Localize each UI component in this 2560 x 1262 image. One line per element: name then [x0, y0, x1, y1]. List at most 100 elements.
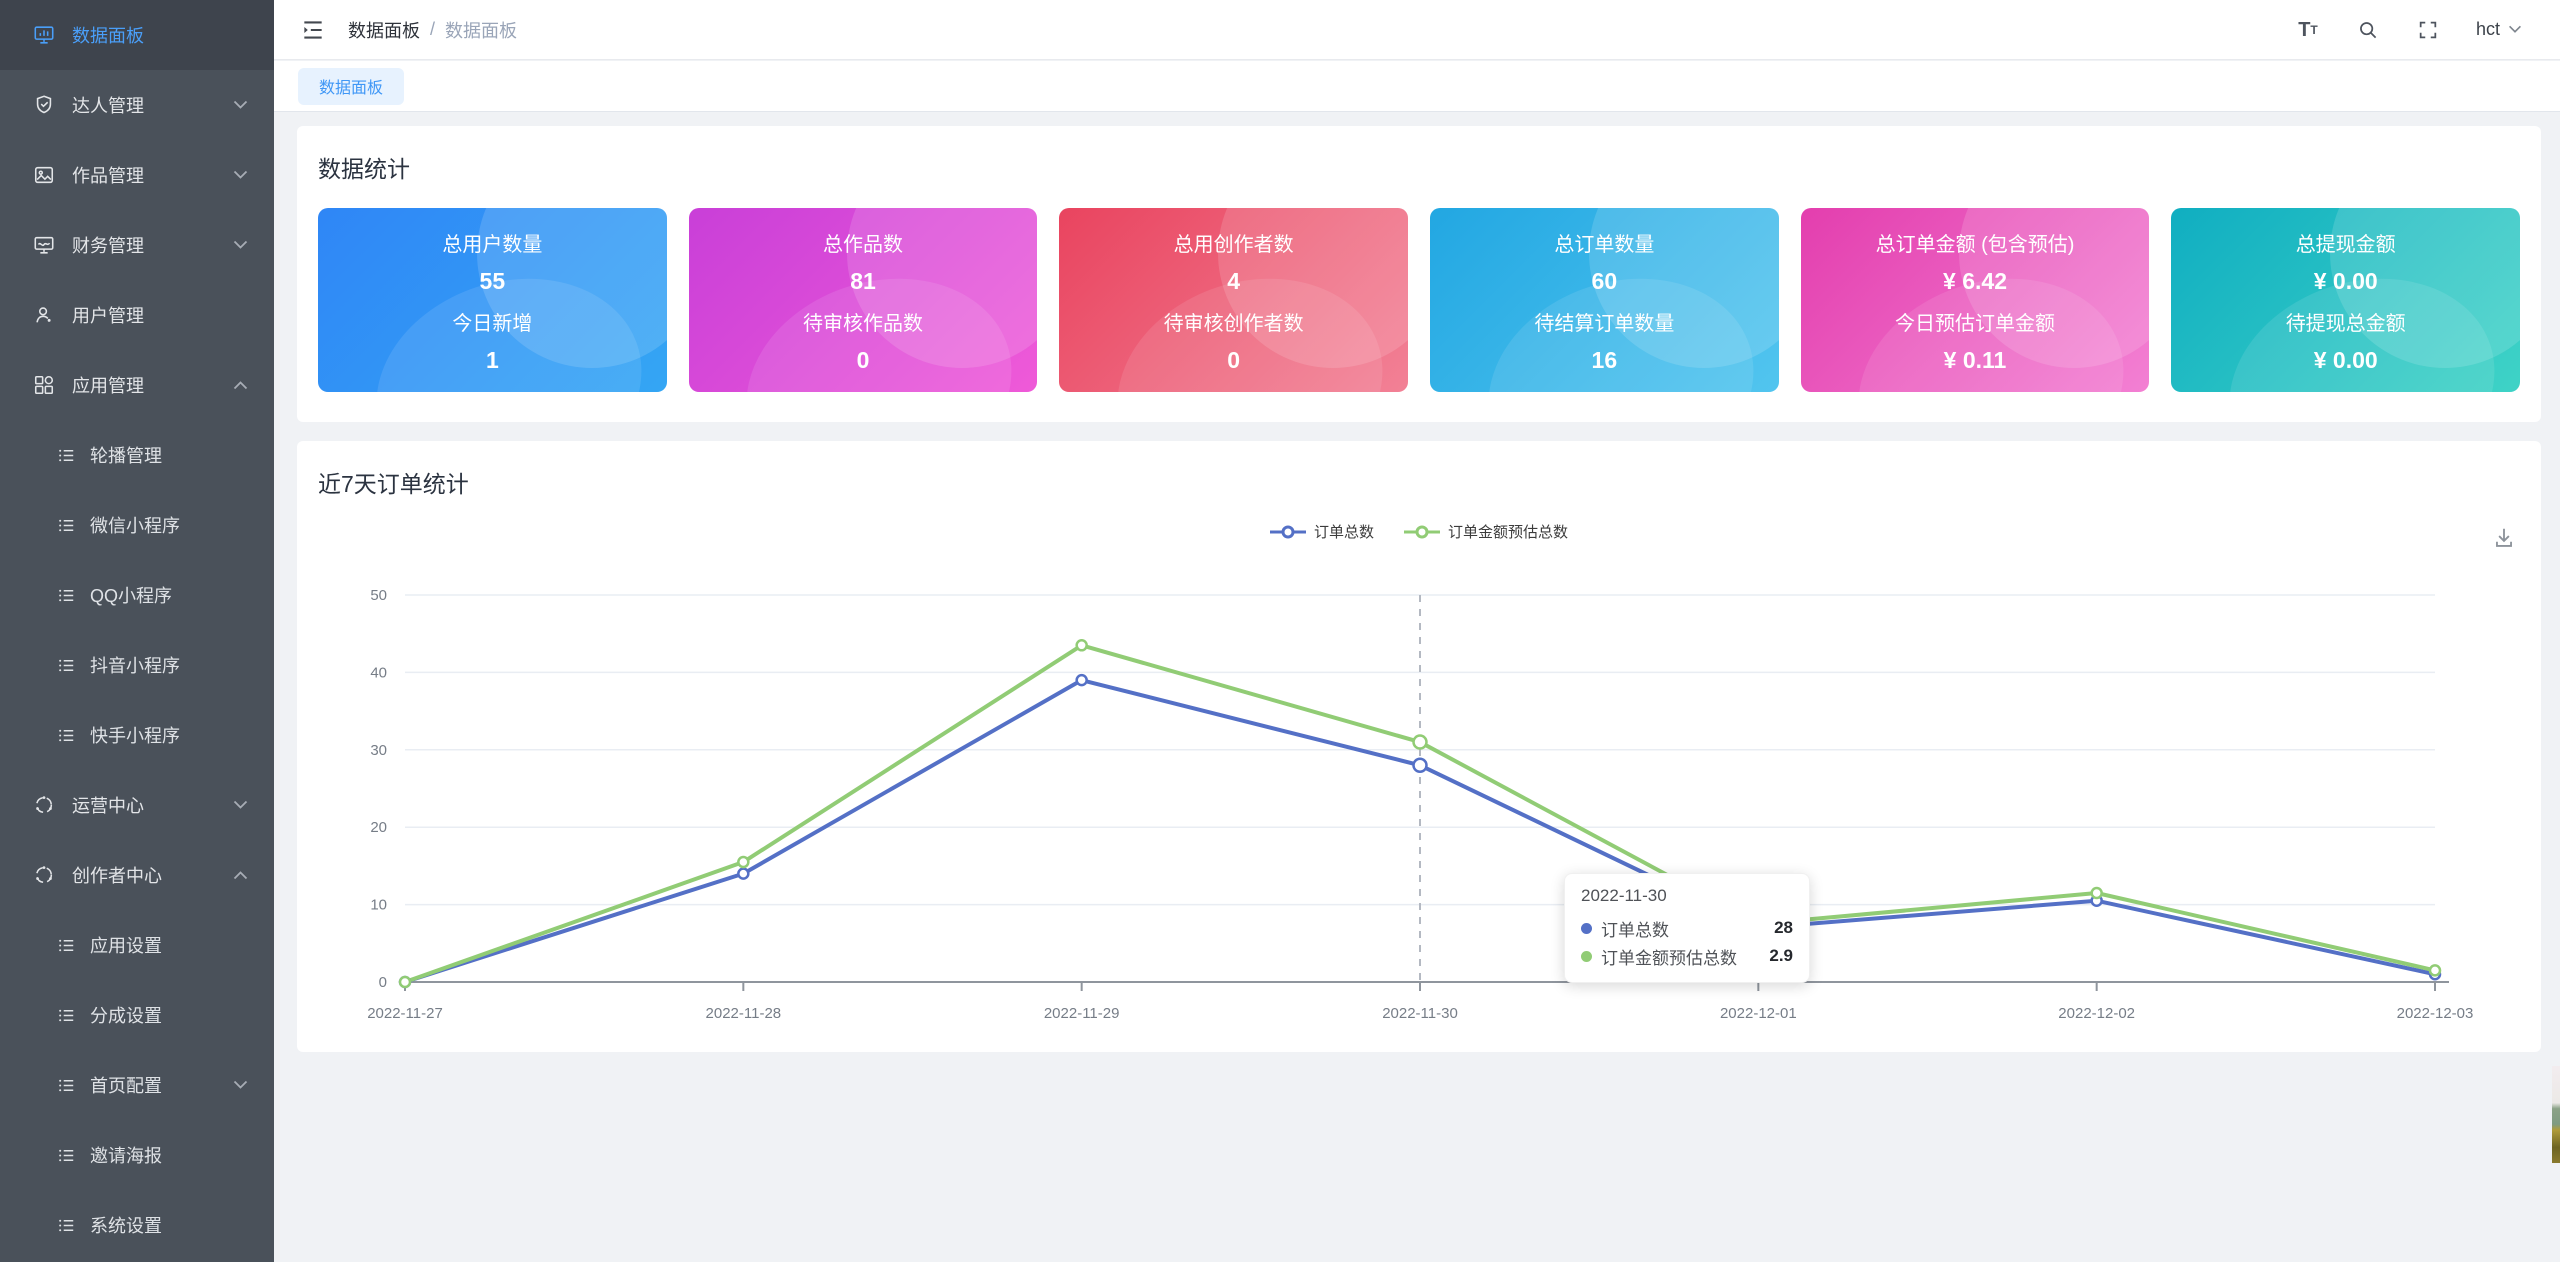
creator-center-icon	[33, 864, 55, 886]
stat-card-sub-label: 待审核作品数	[803, 312, 923, 335]
svg-text:0: 0	[379, 974, 387, 991]
stat-card-sub-label: 待提现总金额	[2285, 312, 2406, 335]
sidebar-subitem-douyin-mini[interactable]: 抖音小程序	[0, 630, 274, 700]
sidebar-subitem-label: 邀请海报	[90, 1146, 162, 1166]
sidebar-submenu-apps: 轮播管理 微信小程序 QQ小程序 抖音小程序 快手小程序	[0, 420, 274, 770]
svg-text:40: 40	[370, 664, 387, 681]
sidebar-subitem-carousel[interactable]: 轮播管理	[0, 420, 274, 490]
legend-label: 订单总数	[1313, 524, 1374, 541]
stat-card-orders: 总订单数量 60 待结算订单数量 16	[1430, 208, 1779, 392]
sidebar-item-label: 创作者中心	[72, 866, 162, 886]
chevron-down-icon	[233, 1080, 248, 1090]
list-icon	[57, 446, 76, 465]
legend-item-amount[interactable]: 订单金额预估总数	[1404, 521, 1568, 542]
chart-legend: 订单总数 订单金额预估总数	[297, 521, 2541, 542]
tooltip-row: 订单总数 28	[1581, 914, 1793, 942]
sidebar-item-label: 财务管理	[72, 236, 144, 256]
search-icon[interactable]	[2356, 18, 2380, 42]
fullscreen-icon[interactable]	[2416, 18, 2440, 42]
list-icon	[57, 1146, 76, 1165]
sidebar-subitem-system-settings[interactable]: 系统设置	[0, 1190, 274, 1260]
legend-marker-icon	[1269, 525, 1306, 538]
sidebar-subitem-invite-poster[interactable]: 邀请海报	[0, 1120, 274, 1190]
list-icon	[57, 656, 76, 675]
tooltip-value: 2.9	[1769, 946, 1793, 965]
sidebar-item-label: 数据面板	[72, 26, 144, 46]
operation-center-icon	[33, 794, 55, 816]
main-content: 数据统计 总用户数量 55 今日新增 1 总作品数 81 待审核作品数 0 总用…	[274, 112, 2560, 1262]
sidebar-item-dashboard[interactable]: 数据面板	[0, 0, 274, 70]
stat-card-title: 总用户数量	[442, 234, 543, 256]
sidebar-item-label: 用户管理	[72, 306, 144, 326]
user-dropdown[interactable]: hct	[2476, 19, 2522, 40]
legend-label: 订单金额预估总数	[1448, 524, 1569, 541]
list-icon	[57, 586, 76, 605]
sidebar-subitem-app-settings[interactable]: 应用设置	[0, 910, 274, 980]
sidebar-subitem-home-config[interactable]: 首页配置	[0, 1050, 274, 1120]
stat-card-withdraw: 总提现金额 ¥ 0.00 待提现总金额 ¥ 0.00	[2171, 208, 2521, 392]
stat-card-value: 55	[479, 268, 506, 295]
svg-text:2022-11-30: 2022-11-30	[1382, 1005, 1458, 1022]
legend-marker-icon	[1404, 525, 1440, 538]
stat-card-sub-label: 待结算订单数量	[1534, 312, 1675, 335]
tooltip-row: 订单金额预估总数 2.9	[1581, 942, 1793, 970]
stats-panel-title: 数据统计	[318, 156, 410, 182]
breadcrumb-current: 数据面板	[445, 20, 518, 41]
stat-card-title: 总用创作者数	[1173, 234, 1294, 256]
sidebar-item-users[interactable]: 用户管理	[0, 280, 274, 350]
stat-card-sub-value: 16	[1591, 346, 1618, 373]
stat-card-value: ¥ 6.42	[1943, 268, 2007, 295]
stat-card-title: 总提现金额	[2295, 234, 2396, 256]
stat-card-title: 总订单金额 (包含预估)	[1875, 234, 2075, 256]
svg-text:50: 50	[370, 587, 387, 604]
chevron-down-icon	[2509, 25, 2521, 33]
list-icon	[57, 1216, 76, 1235]
sidebar-subitem-wechat-mini[interactable]: 微信小程序	[0, 490, 274, 560]
stat-card-order-amount: 总订单金额 (包含预估) ¥ 6.42 今日预估订单金额 ¥ 0.11	[1800, 208, 2150, 392]
sidebar-item-creator[interactable]: 创作者中心	[0, 840, 274, 910]
stat-card-sub-value: 1	[485, 346, 499, 373]
sidebar-subitem-label: 轮播管理	[90, 446, 162, 466]
sidebar-item-talent[interactable]: 达人管理	[0, 70, 274, 140]
sidebar-item-label: 应用管理	[72, 376, 144, 396]
finance-monitor-icon	[33, 234, 55, 256]
breadcrumb: 数据面板 / 数据面板	[348, 17, 517, 43]
tab-dashboard[interactable]: 数据面板	[298, 67, 405, 105]
user-icon	[33, 304, 55, 326]
stat-card-sub-value: ¥ 0.00	[2313, 346, 2378, 373]
breadcrumb-separator: /	[430, 19, 436, 39]
svg-text:30: 30	[370, 742, 387, 759]
sidebar-subitem-kuaishou-mini[interactable]: 快手小程序	[0, 700, 274, 770]
stat-card-users: 总用户数量 55 今日新增 1	[318, 208, 667, 392]
svg-text:2022-12-03: 2022-12-03	[2397, 1005, 2474, 1022]
stat-card-creators: 总用创作者数 4 待审核创作者数 0	[1059, 208, 1409, 392]
sidebar-item-finance[interactable]: 财务管理	[0, 210, 274, 280]
chart-title: 近7天订单统计	[318, 471, 469, 497]
sidebar-subitem-label: 快手小程序	[90, 726, 180, 746]
chart-panel: 近7天订单统计 订单总数 订单金额预估总数 0 10 20 30 40 50 2022-11…	[297, 441, 2541, 1052]
tab-bar: 数据面板	[274, 61, 2560, 112]
sidebar-subitem-label: 抖音小程序	[90, 656, 180, 676]
svg-text:2022-12-02: 2022-12-02	[2058, 1005, 2135, 1022]
sidebar-subitem-share-settings[interactable]: 分成设置	[0, 980, 274, 1050]
svg-text:10: 10	[370, 897, 387, 914]
breadcrumb-link[interactable]: 数据面板	[348, 20, 420, 41]
sidebar-subitem-label: 分成设置	[90, 1006, 162, 1026]
tooltip-date: 2022-11-30	[1581, 886, 1667, 905]
sidebar-item-apps[interactable]: 应用管理	[0, 350, 274, 420]
stat-card-value: ¥ 0.00	[2313, 268, 2378, 295]
sidebar-subitem-label: 应用设置	[90, 936, 162, 956]
download-icon[interactable]	[2491, 525, 2517, 551]
sidebar-item-works[interactable]: 作品管理	[0, 140, 274, 210]
sidebar-subitem-qq-mini[interactable]: QQ小程序	[0, 560, 274, 630]
stat-card-works: 总作品数 81 待审核作品数 0	[688, 208, 1038, 392]
sidebar-item-label: 运营中心	[72, 796, 144, 816]
sidebar-fold-icon[interactable]	[300, 17, 326, 43]
sidebar-item-operation[interactable]: 运营中心	[0, 770, 274, 840]
sidebar-submenu-creator: 应用设置 分成设置 首页配置 邀请海报 系统设置	[0, 910, 274, 1260]
stat-card-sub-value: 0	[856, 346, 870, 373]
chevron-up-icon	[233, 380, 248, 390]
legend-item-orders[interactable]: 订单总数	[1269, 521, 1374, 542]
chart-tooltip: 2022-11-30 订单总数 28 订单金额预估总数 2.9	[1564, 873, 1810, 983]
